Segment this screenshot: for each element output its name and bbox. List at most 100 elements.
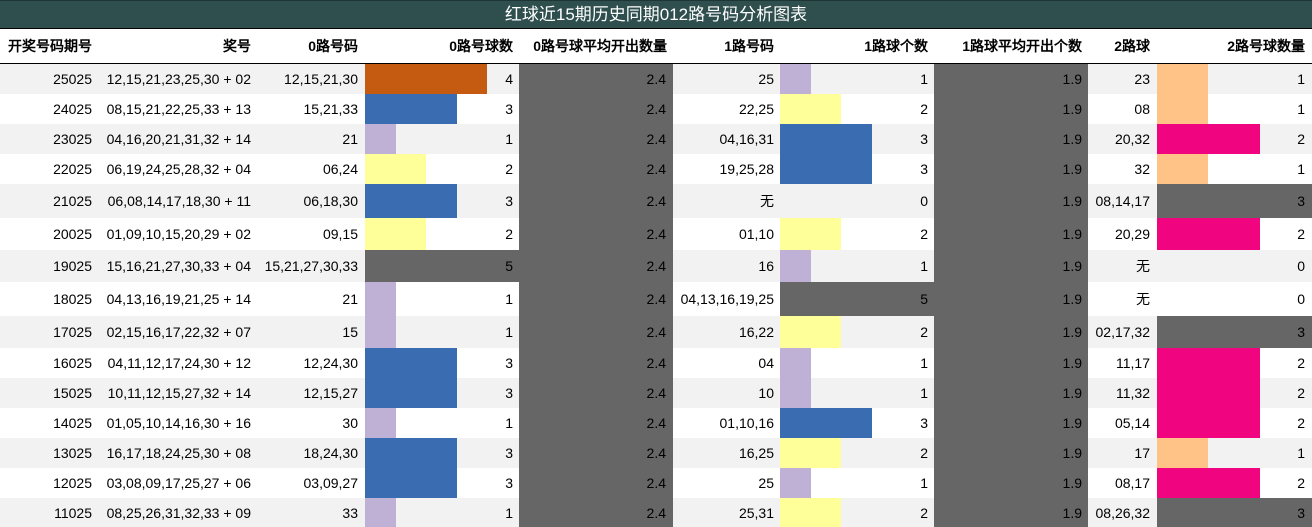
r1-count-label: 2 (920, 445, 928, 461)
r0-count-bar (365, 438, 457, 468)
r1-avg-cell: 1.9 (1062, 355, 1082, 371)
r0-count-label: 4 (505, 71, 513, 87)
r1-count-label: 1 (920, 385, 928, 401)
r0-nums-cell: 15 (342, 324, 358, 340)
r2-nums-cell: 05,14 (1114, 415, 1150, 431)
r0-avg-cell: 2.4 (646, 193, 666, 209)
r0-avg-bg (519, 348, 673, 378)
r1-avg-cell: 1.9 (1062, 193, 1082, 209)
r0-avg-bg (519, 250, 673, 282)
numbers-cell: 12,15,21,23,25,30 + 02 (106, 71, 251, 87)
issue-cell: 18025 (53, 291, 92, 307)
r0-count-label: 3 (505, 445, 513, 461)
r0-avg-cell: 2.4 (646, 101, 666, 117)
issue-cell: 11025 (54, 504, 92, 521)
table-row: 20025 01,09,10,15,20,29 + 02 09,15 2 2.4 01,1… (0, 218, 1312, 250)
r1-nums-cell: 无 (760, 193, 774, 209)
r1-avg-cell: 1.9 (1062, 161, 1082, 177)
r1-nums-cell: 10 (758, 385, 774, 401)
table-row: 14025 01,05,10,14,16,30 + 16 30 1 2.4 01,10,1… (0, 408, 1312, 438)
r2-count-label: 3 (1297, 193, 1305, 209)
r0-avg-cell: 2.4 (646, 324, 666, 340)
r0-nums-cell: 15,21,33 (303, 101, 359, 117)
r1-count-label: 2 (920, 101, 928, 117)
r1-avg-bg (934, 218, 1088, 250)
r0-count-label: 1 (505, 504, 513, 521)
r0-avg-cell: 2.4 (646, 71, 666, 87)
r0-count-label: 1 (505, 291, 513, 307)
r0-nums-cell: 21 (342, 291, 358, 307)
r0-count-bar (365, 218, 426, 250)
r2-nums-cell: 11,32 (1116, 385, 1150, 401)
r1-count-label: 0 (920, 193, 928, 209)
issue-cell: 16025 (53, 355, 92, 371)
r1-count-label: 3 (920, 415, 928, 431)
r1-nums-cell: 16 (758, 258, 774, 274)
issue-cell: 25025 (53, 71, 92, 87)
r2-nums-cell: 23 (1134, 71, 1150, 87)
r1-nums-cell: 16,25 (738, 445, 774, 461)
r1-count-bar (780, 94, 841, 124)
r1-nums-cell: 22,25 (738, 101, 774, 117)
r2-count-label: 2 (1297, 131, 1305, 147)
r0-count-label: 1 (505, 131, 513, 147)
numbers-cell: 04,16,20,21,31,32 + 14 (106, 131, 251, 147)
r0-nums-cell: 12,15,27 (303, 385, 359, 401)
r1-count-bar (780, 64, 811, 94)
r0-avg-cell: 2.4 (646, 475, 666, 491)
r0-avg-cell: 2.4 (646, 258, 666, 274)
r2-count-label: 0 (1297, 258, 1305, 274)
r1-avg-bg (934, 468, 1088, 498)
table-row: 17025 02,15,16,17,22,32 + 07 15 1 2.4 16,22 2 1… (0, 316, 1312, 348)
r1-avg-bg (934, 154, 1088, 184)
r2-count-label: 2 (1297, 415, 1305, 431)
r2-count-bar (1157, 64, 1208, 94)
header-r1-nums: 1路号码 (724, 38, 774, 54)
table-row: 18025 04,13,16,19,21,25 + 14 21 1 2.4 04,13,1… (0, 282, 1312, 316)
r1-nums-cell: 16,22 (738, 324, 774, 340)
numbers-cell: 01,09,10,15,20,29 + 02 (106, 226, 251, 242)
r0-count-bar (365, 316, 396, 348)
r2-count-bar (1157, 408, 1260, 438)
numbers-cell: 03,08,09,17,25,27 + 06 (106, 475, 251, 491)
table-row: 19025 15,16,21,27,30,33 + 04 15,21,27,30,3… (0, 250, 1312, 282)
r0-nums-cell: 06,24 (322, 161, 358, 177)
r0-count-bar (365, 64, 487, 94)
r0-nums-cell: 33 (342, 504, 358, 521)
issue-cell: 13025 (53, 445, 92, 461)
r2-count-bar (1157, 154, 1208, 184)
r1-avg-bg (934, 124, 1088, 154)
r1-count-label: 3 (920, 161, 928, 177)
r0-nums-cell: 15,21,27,30,33 (264, 258, 358, 274)
r0-count-label: 5 (505, 258, 513, 274)
r1-count-label: 2 (920, 324, 928, 340)
header-r2-count: 2路号球数量 (1227, 38, 1305, 54)
r0-avg-cell: 2.4 (646, 504, 666, 521)
r0-avg-cell: 2.4 (646, 131, 666, 147)
r2-nums-cell: 08 (1134, 101, 1150, 117)
numbers-cell: 15,16,21,27,30,33 + 04 (106, 258, 251, 274)
r0-avg-bg (519, 154, 673, 184)
r0-count-bar (365, 348, 457, 378)
r1-nums-cell: 01,10 (738, 226, 774, 242)
issue-cell: 22025 (53, 161, 92, 177)
r1-nums-cell: 04,13,16,19,25 (680, 291, 774, 307)
r1-avg-cell: 1.9 (1062, 258, 1082, 274)
r1-avg-bg (934, 378, 1088, 408)
r1-count-label: 2 (920, 226, 928, 242)
r1-nums-cell: 25,31 (738, 504, 774, 521)
table-row: 11025 08,25,26,31,32,33 + 09 33 1 2.4 25,31 2 1… (0, 498, 1312, 527)
r0-avg-bg (519, 408, 673, 438)
r2-count-bar (1157, 438, 1208, 468)
r0-avg-cell: 2.4 (646, 161, 666, 177)
r0-count-label: 3 (505, 385, 513, 401)
r1-avg-cell: 1.9 (1062, 415, 1082, 431)
r1-avg-cell: 1.9 (1062, 445, 1082, 461)
r1-count-bar (780, 498, 841, 527)
r0-avg-bg (519, 184, 673, 218)
r0-count-label: 3 (505, 475, 513, 491)
r0-count-label: 3 (505, 193, 513, 209)
r1-count-label: 1 (920, 355, 928, 371)
r0-avg-bg (519, 94, 673, 124)
